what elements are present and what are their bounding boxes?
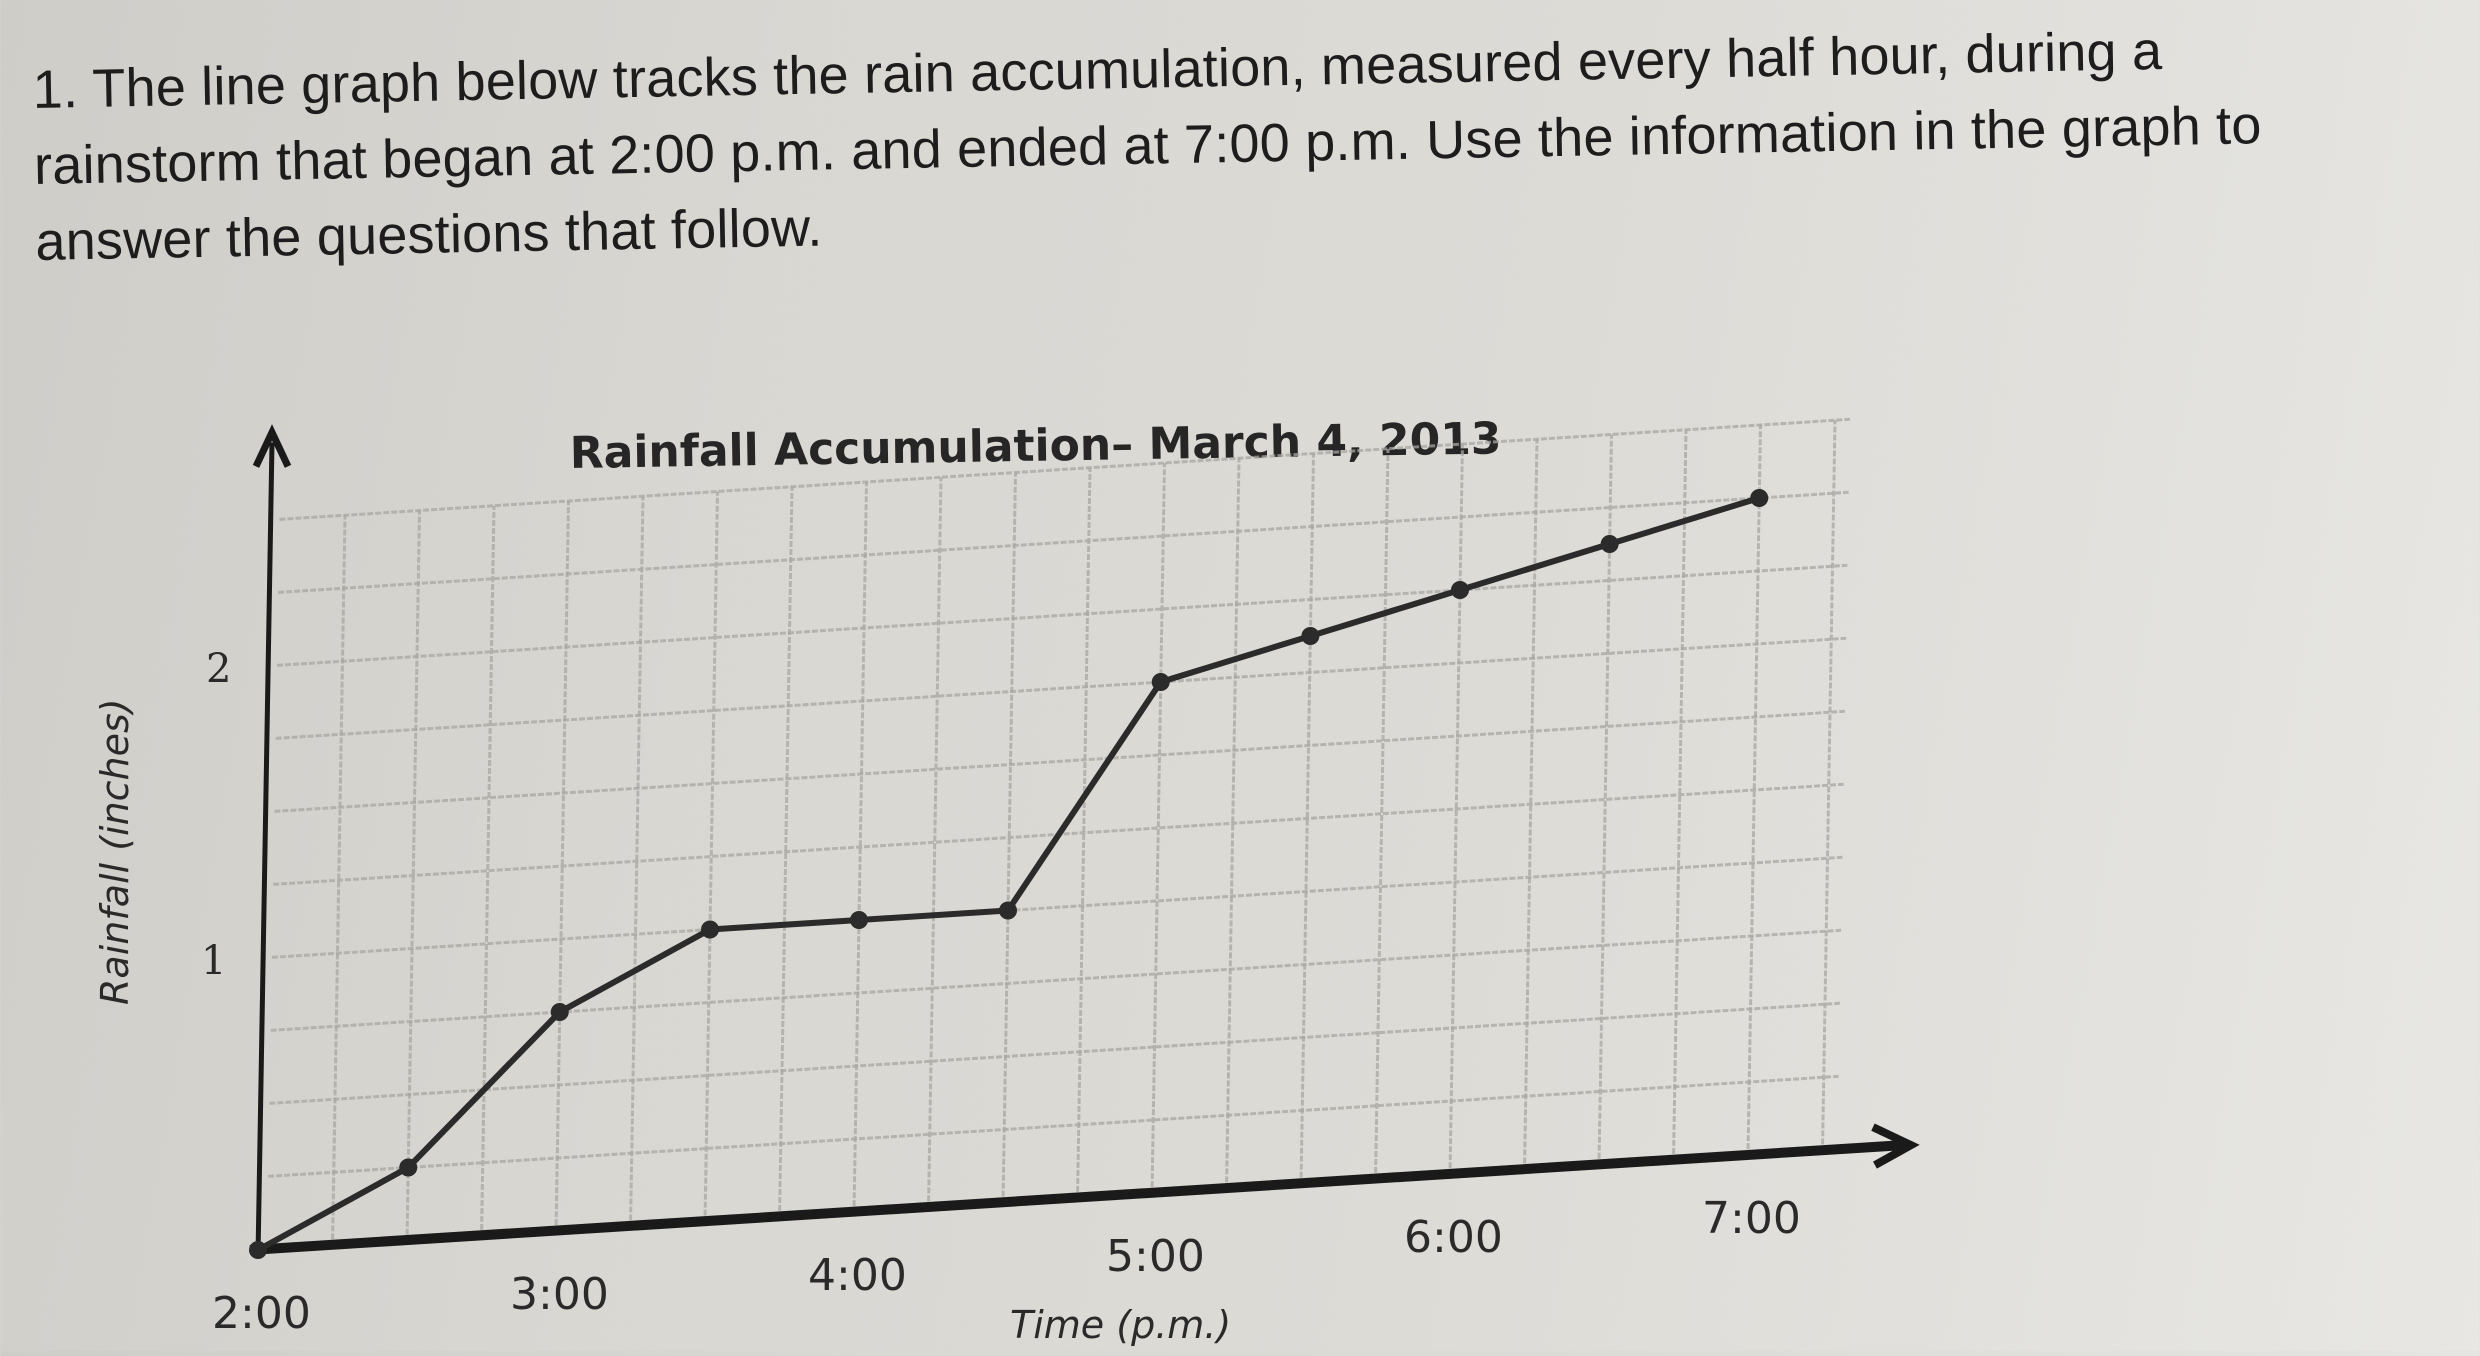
data-point-marker [399, 1158, 418, 1177]
grid-line-vertical [629, 496, 645, 1221]
grid-line-vertical [1597, 434, 1613, 1159]
grid-line-vertical [778, 486, 794, 1211]
data-point-marker [550, 1003, 569, 1021]
x-axis [249, 1140, 1904, 1255]
grid-line-vertical [1821, 420, 1837, 1145]
grid-line-horizontal [279, 417, 1850, 521]
data-point-marker [249, 1241, 267, 1259]
data-point-marker [1301, 627, 1320, 645]
data-point-marker [1600, 535, 1619, 553]
data-point-marker [850, 911, 868, 929]
grid-line-vertical [1225, 458, 1241, 1183]
chart-title: Rainfall Accumulation– March 4, 2013 [569, 413, 1501, 479]
y-axis-arrow-icon [252, 424, 292, 468]
grid-line-vertical [1076, 467, 1092, 1192]
grid-line-vertical [852, 481, 868, 1207]
grid-line-horizontal [278, 490, 1849, 594]
grid-line-vertical [1448, 443, 1464, 1169]
x-tick-label: 7:00 [1702, 1193, 1801, 1244]
grid-line-vertical [703, 491, 719, 1216]
grid-line-horizontal [271, 855, 1843, 959]
data-point-marker [1750, 489, 1769, 507]
x-tick-label: 6:00 [1404, 1212, 1503, 1263]
grid-line-horizontal [268, 1074, 1839, 1178]
grid-line-vertical [331, 515, 347, 1240]
y-axis [255, 442, 275, 1257]
grid-line-vertical [405, 510, 421, 1235]
grid-line-vertical [1374, 448, 1390, 1173]
grid-line-horizontal [270, 928, 1842, 1032]
data-point-marker [999, 901, 1017, 920]
y-axis-label: Rainfall (inches) [93, 698, 137, 1005]
grid-lines [268, 417, 1850, 1240]
data-point-marker [701, 920, 719, 939]
data-point-marker [1451, 581, 1469, 599]
grid-line-vertical [1672, 429, 1688, 1154]
grid-line-vertical [1746, 424, 1762, 1150]
grid-line-horizontal [275, 636, 1847, 740]
x-tick-label: 3:00 [510, 1269, 609, 1320]
grid-line-horizontal [269, 1001, 1840, 1105]
grid-line-vertical [480, 505, 496, 1230]
x-tick-label: 2:00 [212, 1288, 311, 1339]
y-tick-label: 1 [201, 938, 226, 984]
grid-line-vertical [1001, 472, 1017, 1197]
x-tick-label: 4:00 [808, 1250, 907, 1301]
x-axis-label: Time (p.m.) [1010, 1303, 1231, 1347]
grid-line-vertical [1299, 453, 1315, 1178]
grid-line-vertical [1150, 462, 1166, 1188]
grid-line-vertical [927, 477, 943, 1202]
grid-line-vertical [1523, 439, 1539, 1164]
x-axis-arrow-icon [1871, 1123, 1920, 1169]
plot-area: 1 2 2:00 3:00 4:00 5:00 6:00 7:00 [201, 417, 1920, 1339]
grid-line-horizontal [276, 563, 1848, 667]
x-tick-label: 5:00 [1106, 1231, 1205, 1282]
data-point-marker [1151, 673, 1170, 691]
grid-line-horizontal [274, 709, 1845, 813]
y-tick-label: 2 [206, 646, 231, 692]
grid-line-vertical [554, 500, 570, 1226]
